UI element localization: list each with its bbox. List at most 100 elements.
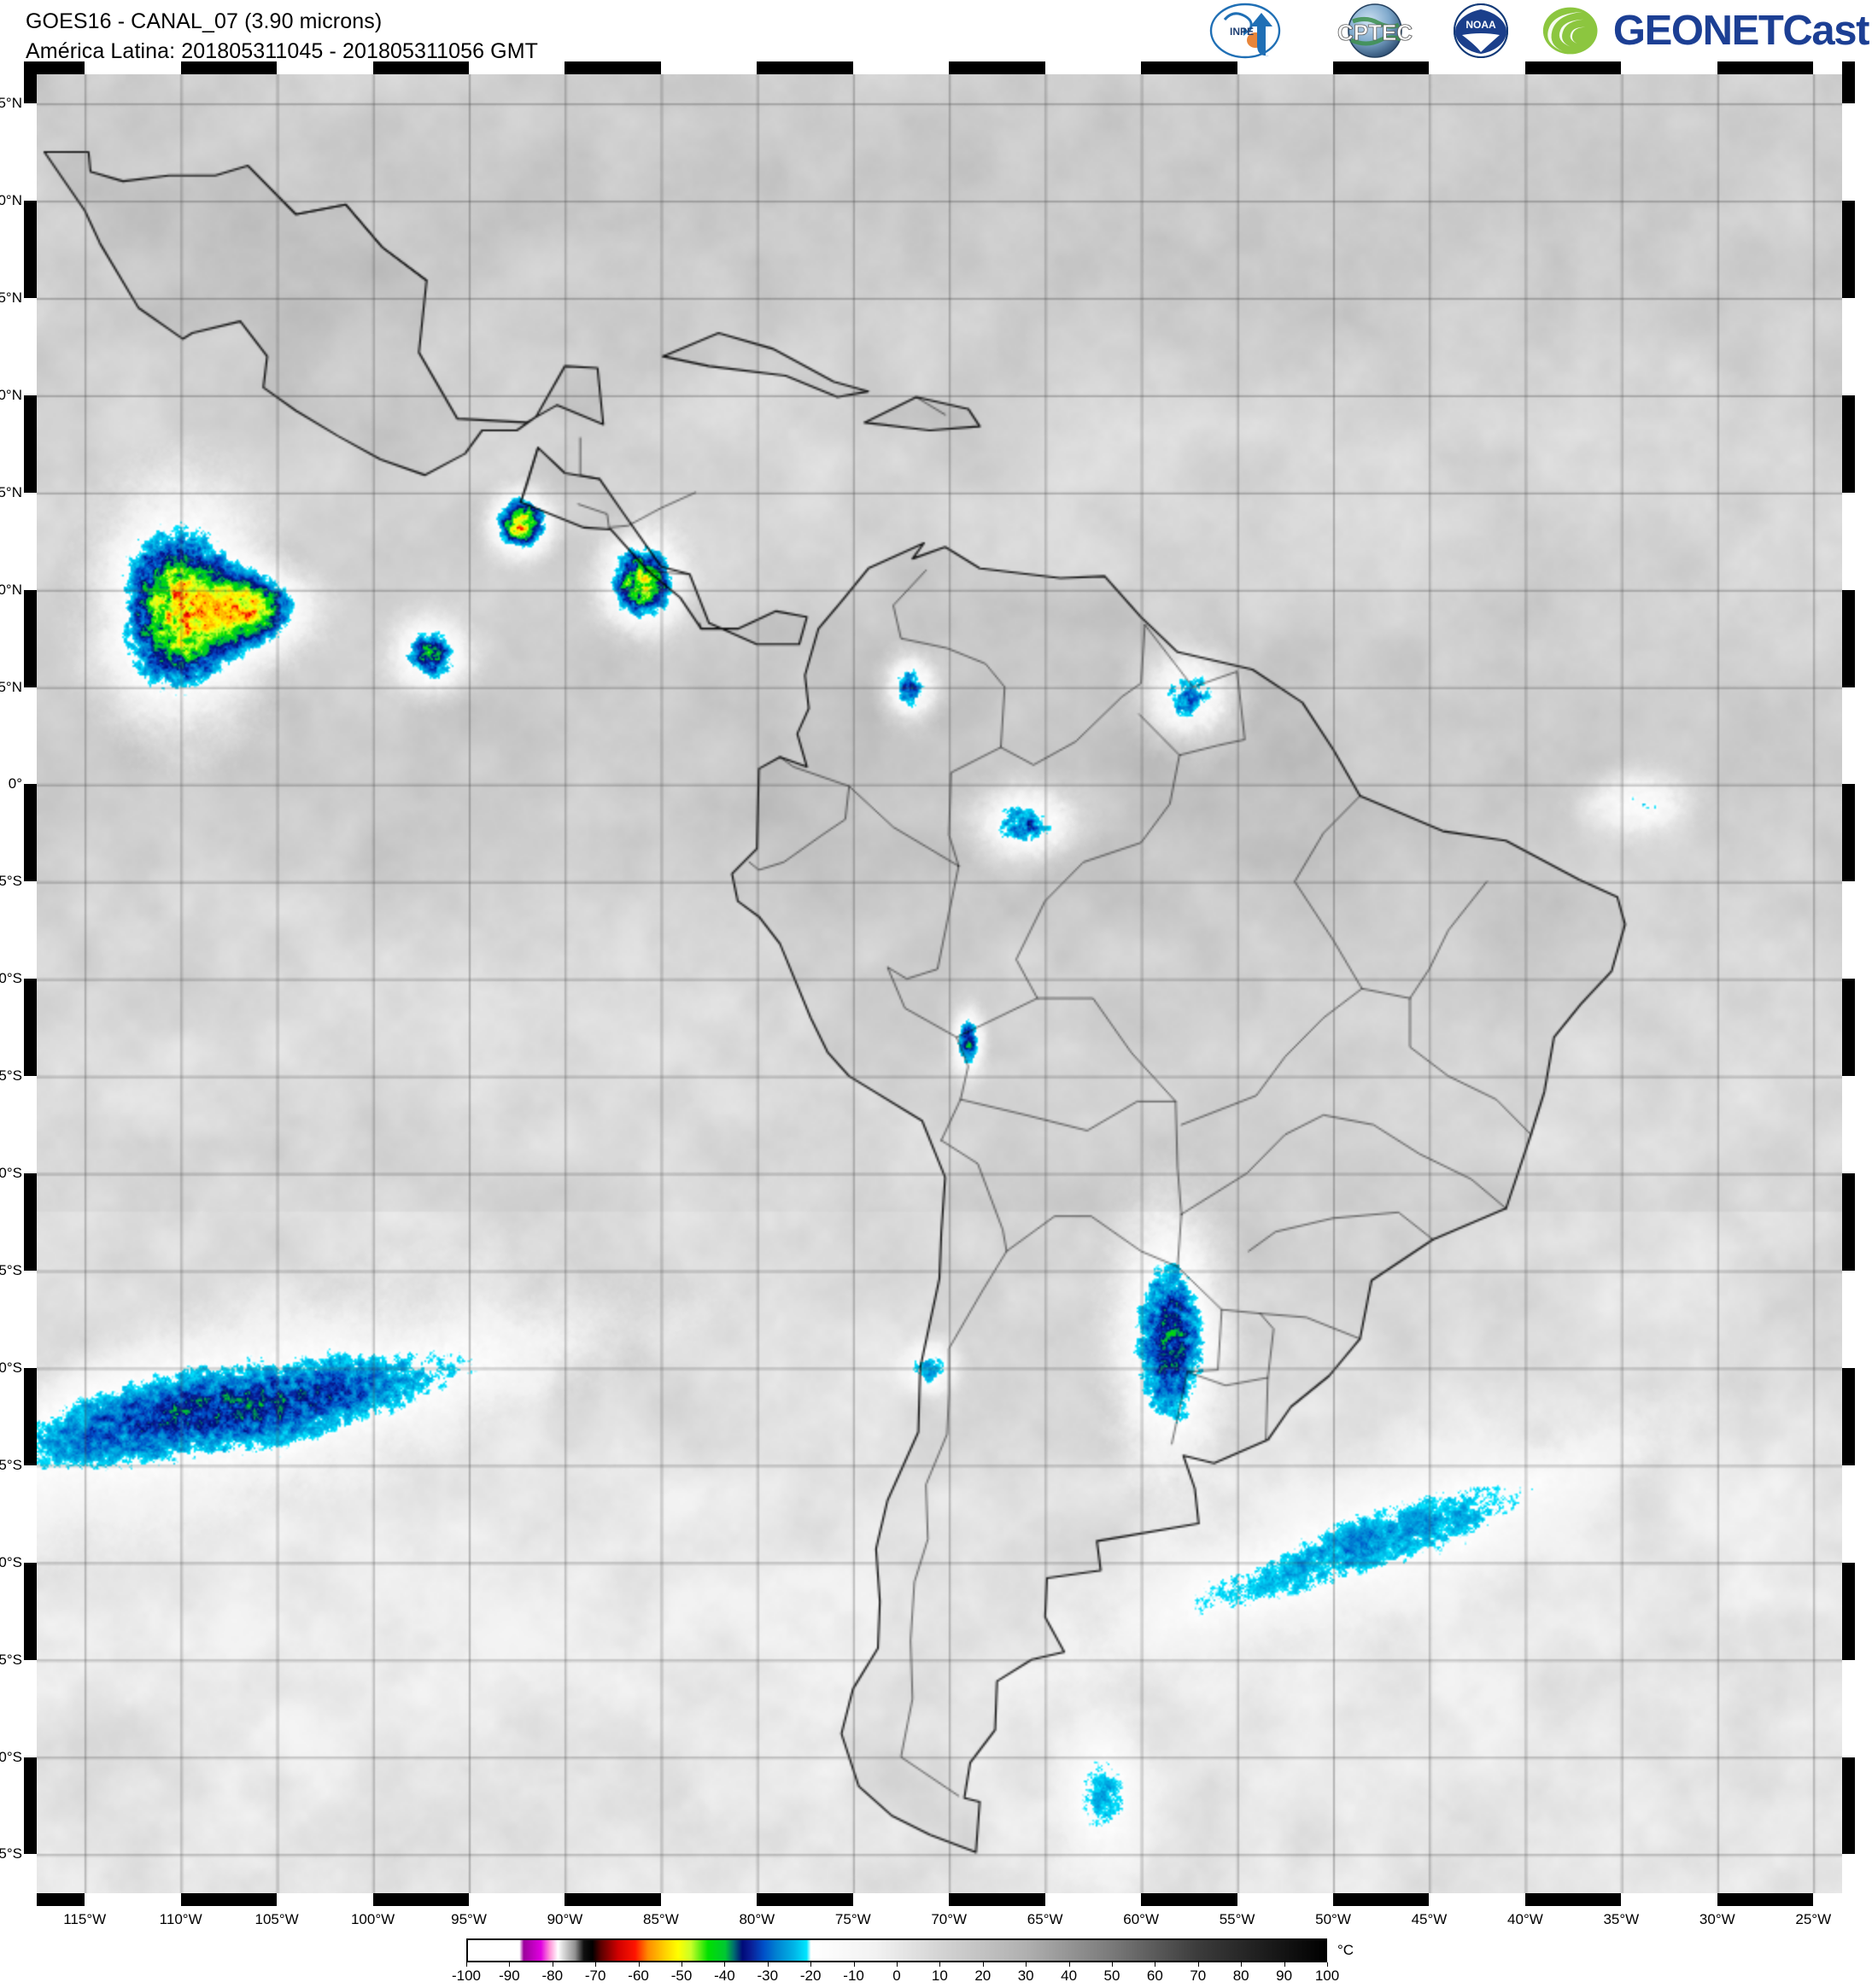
colorbar-tick-label: 20 — [974, 1968, 992, 1984]
frame-tick — [1842, 784, 1855, 882]
frame-tick — [24, 979, 37, 1077]
colorbar-tickmark — [1026, 1962, 1027, 1967]
colorbar-tick-label: -50 — [670, 1968, 693, 1984]
colorbar: -100 -90 -80 -70 -60 -50 -40 -30 -20 -10 0 10 20 30 40… — [0, 1932, 1872, 1988]
colorbar-tickmark — [939, 1962, 941, 1967]
frame-tick — [372, 61, 469, 74]
frame-tick — [1842, 395, 1855, 493]
frame-tick — [24, 1367, 37, 1465]
geonetcast-logo: GEONETCast — [1536, 3, 1869, 59]
frame-tick — [757, 61, 853, 74]
lon-tick-label: 85°W — [643, 1911, 679, 1927]
map-canvas — [37, 74, 1842, 1893]
lon-tick-label: 110°W — [159, 1911, 202, 1927]
lon-tick-label: 50°W — [1315, 1911, 1351, 1927]
lat-tick-label: 55°S — [0, 1845, 22, 1862]
lon-tick-label: 65°W — [1027, 1911, 1063, 1927]
inpe-logo: INPE — [1208, 3, 1312, 59]
colorbar-tick-label: 100 — [1314, 1968, 1340, 1984]
lon-tick-label: 35°W — [1603, 1911, 1640, 1927]
lon-tick-label: 80°W — [739, 1911, 775, 1927]
colorbar-ramp — [468, 1940, 1325, 1961]
lat-tick-label: 30°S — [0, 1359, 22, 1376]
colorbar-tickmark — [724, 1962, 726, 1967]
satellite-map[interactable] — [24, 61, 1855, 1906]
colorbar-tickmark — [982, 1962, 984, 1967]
lat-tick-label: 30°N — [0, 192, 22, 209]
header: GOES16 - CANAL_07 (3.90 microns) América… — [0, 0, 1872, 63]
frame-tick — [24, 201, 37, 298]
colorbar-tickmark — [638, 1962, 640, 1967]
colorbar-tickmark — [1197, 1962, 1199, 1967]
colorbar-tickmark — [1112, 1962, 1113, 1967]
colorbar-tickmark — [466, 1962, 467, 1967]
frame-tick — [24, 61, 85, 74]
colorbar-tick-label: 60 — [1146, 1968, 1163, 1984]
colorbar-tickmark — [853, 1962, 855, 1967]
svg-text:CPTEC: CPTEC — [1337, 20, 1413, 45]
frame-tick — [180, 1893, 278, 1906]
colorbar-tick-label: -100 — [451, 1968, 482, 1984]
colorbar-tickmark — [509, 1962, 511, 1967]
colorbar-tickmark — [1327, 1962, 1328, 1967]
colorbar-tick-label: -30 — [757, 1968, 779, 1984]
lat-tick-label: 35°N — [0, 95, 22, 112]
frame-tick — [949, 1893, 1045, 1906]
frame-tick — [1141, 1893, 1237, 1906]
colorbar-tick-label: 40 — [1061, 1968, 1078, 1984]
noaa-logo: NOAA — [1438, 3, 1524, 59]
lat-tick-label: 25°N — [0, 289, 22, 306]
geonetcast-mark — [1542, 7, 1598, 55]
colorbar-tick-label: 0 — [892, 1968, 901, 1984]
cptec-logo: CPTEC — [1324, 3, 1426, 59]
logo-bar: INPE CPTEC — [1208, 2, 1869, 60]
svg-text:INPE: INPE — [1230, 26, 1254, 38]
colorbar-tickmark — [1241, 1962, 1243, 1967]
frame-bottom — [24, 1893, 1855, 1906]
colorbar-tickmark — [810, 1962, 812, 1967]
frame-tick — [1842, 1173, 1855, 1271]
frame-tick — [24, 1757, 37, 1855]
lon-tick-label: 70°W — [931, 1911, 968, 1927]
colorbar-tick-label: -10 — [843, 1968, 864, 1984]
svg-text:NOAA: NOAA — [1465, 19, 1496, 31]
lat-tick-label: 15°N — [0, 483, 22, 500]
lon-tick-label: 105°W — [254, 1911, 299, 1927]
colorbar-ticks: -100 -90 -80 -70 -60 -50 -40 -30 -20 -10 0 10 20 30 40… — [452, 1962, 1339, 1985]
lat-tick-label: 25°S — [0, 1262, 22, 1279]
lat-tick-label: 40°S — [0, 1553, 22, 1570]
frame-tick — [24, 784, 37, 882]
lat-tick-label: 5°S — [0, 873, 22, 890]
frame-tick — [565, 1893, 661, 1906]
frame-tick — [1842, 61, 1855, 104]
lat-tick-label: 35°S — [0, 1456, 22, 1473]
lon-tick-label: 30°W — [1699, 1911, 1735, 1927]
frame-right — [1842, 61, 1855, 1906]
lon-tick-label: 90°W — [547, 1911, 583, 1927]
map-frame — [24, 61, 1855, 1906]
colorbar-tickmark — [767, 1962, 769, 1967]
lat-tick-label: 0° — [8, 775, 22, 792]
lon-tick-label: 45°W — [1411, 1911, 1448, 1927]
longitude-axis: 115°W 110°W 105°W 100°W 95°W 90°W 85°W 80°W 75°W… — [24, 1909, 1855, 1930]
frame-tick — [1717, 1893, 1814, 1906]
frame-tick — [1333, 1893, 1430, 1906]
frame-tick — [24, 1562, 37, 1660]
frame-tick — [24, 1893, 85, 1906]
lat-tick-label: 5°N — [0, 678, 22, 695]
frame-tick — [372, 1893, 469, 1906]
lat-tick-label: 20°S — [0, 1165, 22, 1182]
colorbar-tick-label: -90 — [499, 1968, 520, 1984]
frame-left — [24, 61, 37, 1906]
colorbar-tickmark — [897, 1962, 898, 1967]
frame-tick — [1842, 1562, 1855, 1660]
lat-tick-label: 10°S — [0, 970, 22, 987]
colorbar-unit-label: °C — [1337, 1942, 1354, 1958]
colorbar-gradient — [466, 1938, 1327, 1962]
colorbar-tick-label: -20 — [799, 1968, 822, 1984]
lon-tick-label: 95°W — [451, 1911, 487, 1927]
frame-tick — [1842, 201, 1855, 298]
lon-tick-label: 25°W — [1795, 1911, 1832, 1927]
colorbar-tick-label: -60 — [628, 1968, 649, 1984]
product-subtitle: América Latina: 201805311045 - 201805311… — [26, 38, 539, 63]
